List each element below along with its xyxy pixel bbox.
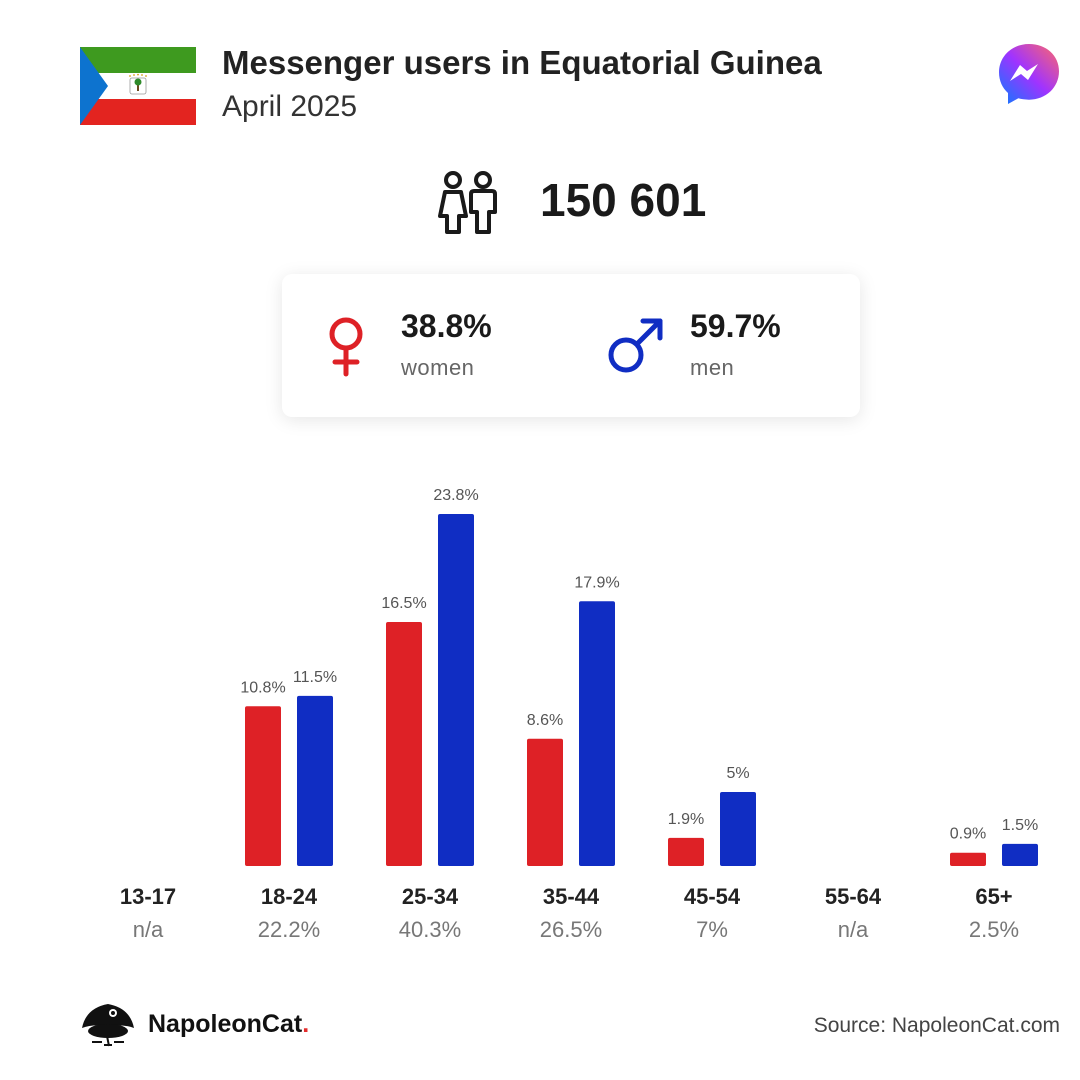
data-label-women-65+: 0.9%	[950, 826, 986, 843]
bar-men-25-34	[438, 514, 474, 866]
data-label-women-18-24: 10.8%	[240, 679, 285, 696]
category-total-13-17: n/a	[132, 917, 164, 942]
category-label-65+: 65+	[975, 884, 1013, 909]
men-label: men	[690, 355, 735, 380]
category-label-55-64: 55-64	[824, 884, 882, 909]
men-percentage: 59.7%	[690, 308, 781, 344]
bar-women-65+	[950, 852, 986, 866]
bar-women-18-24	[245, 706, 281, 866]
bar-women-35-44	[527, 738, 563, 866]
category-total-45-54: 7%	[696, 917, 728, 942]
male-symbol-icon	[608, 318, 663, 373]
category-total-18-24: 22.2%	[257, 917, 321, 942]
data-label-women-35-44: 8.6%	[527, 712, 563, 729]
category-label-18-24: 18-24	[260, 884, 318, 909]
bar-women-25-34	[386, 621, 422, 866]
bar-men-65+	[1002, 843, 1038, 866]
gender-summary-card: 38.8% women 59.7% men	[282, 274, 860, 417]
category-total-65+: 2.5%	[968, 917, 1020, 942]
brand-name: NapoleonCat.	[148, 1010, 310, 1038]
total-users-value: 150 601	[540, 174, 707, 226]
messenger-logo-icon	[999, 44, 1059, 104]
category-label-13-17: 13-17	[119, 884, 177, 909]
category-label-45-54: 45-54	[683, 884, 741, 909]
equatorial-guinea-flag-icon	[80, 47, 196, 125]
bar-men-18-24	[297, 695, 333, 866]
chart-title: Messenger users in Equatorial Guinea	[222, 44, 822, 81]
data-label-men-25-34: 23.8%	[433, 487, 478, 504]
source-credit: Source: NapoleonCat.com	[813, 1014, 1060, 1037]
category-total-35-44: 26.5%	[539, 917, 603, 942]
chart-date: April 2025	[222, 90, 358, 123]
bar-men-45-54	[720, 792, 756, 866]
napoleoncat-logo-icon	[82, 1004, 134, 1047]
category-total-55-64: n/a	[837, 917, 869, 942]
data-label-men-35-44: 17.9%	[574, 574, 619, 591]
data-label-women-25-34: 16.5%	[381, 595, 426, 612]
data-label-men-18-24: 11.5%	[293, 669, 337, 686]
women-label: women	[401, 355, 475, 380]
data-label-men-45-54: 5%	[726, 765, 749, 782]
women-percentage: 38.8%	[401, 308, 492, 344]
female-symbol-icon	[329, 317, 363, 377]
data-label-women-45-54: 1.9%	[668, 811, 704, 828]
data-label-men-65+: 1.5%	[1002, 817, 1038, 834]
category-total-25-34: 40.3%	[398, 917, 462, 942]
category-label-35-44: 35-44	[542, 884, 600, 909]
people-icon	[438, 171, 497, 234]
category-label-25-34: 25-34	[401, 884, 459, 909]
bar-men-35-44	[579, 601, 615, 866]
bar-women-45-54	[668, 837, 704, 866]
